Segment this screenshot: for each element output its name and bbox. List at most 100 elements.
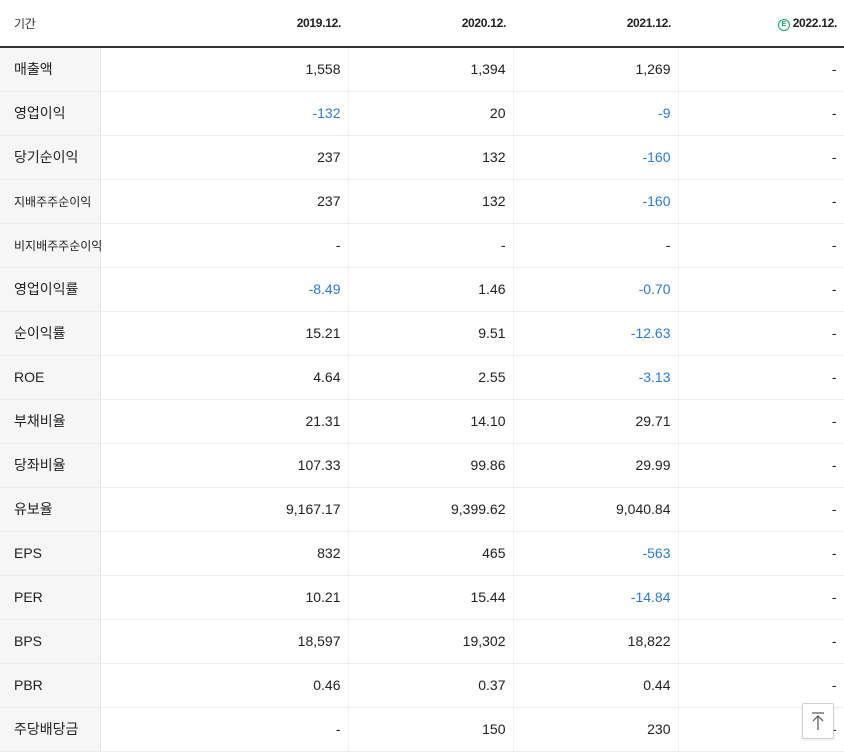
row-label: 유보율: [0, 487, 101, 532]
row-label: EPS: [0, 530, 101, 576]
table-row: BPS 18,597 19,302 18,822 -: [0, 619, 844, 664]
table-cell: 107.33: [100, 443, 349, 488]
row-label: 영업이익: [0, 91, 101, 136]
table-row: 비지배주주순이익 - - - -: [0, 223, 844, 268]
table-cell: 2.55: [348, 355, 514, 400]
table-cell: 4.64: [100, 355, 349, 400]
table-cell: 132: [348, 135, 514, 180]
column-header-2019: 2019.12.: [100, 0, 348, 48]
table-cell: 0.37: [348, 663, 514, 708]
table-cell: 14.10: [348, 398, 514, 444]
table-cell: 237: [100, 179, 349, 224]
table-row: 영업이익 -132 20 -9 -: [0, 91, 844, 136]
table-cell: -160: [513, 135, 679, 180]
table-cell: -: [678, 223, 844, 268]
row-label: 부채비율: [0, 398, 101, 444]
table-cell: 1,269: [513, 47, 679, 92]
table-row: PER 10.21 15.44 -14.84 -: [0, 575, 844, 620]
table-cell: 9,167.17: [100, 487, 349, 532]
table-cell: -: [513, 223, 679, 268]
table-cell: 132: [348, 179, 514, 224]
table-cell: 18,597: [100, 619, 349, 664]
row-label: BPS: [0, 619, 101, 664]
column-header-2021: 2021.12.: [513, 0, 678, 48]
table-cell: -: [678, 487, 844, 532]
table-cell: 9,399.62: [348, 487, 514, 532]
table-cell: 0.46: [100, 663, 349, 708]
table-cell: -0.70: [513, 266, 679, 312]
table-cell: 20: [348, 91, 514, 136]
table-cell: 9,040.84: [513, 487, 679, 532]
table-cell: -: [678, 443, 844, 488]
row-label: PBR: [0, 663, 101, 708]
table-cell: 0.44: [513, 663, 679, 708]
row-label: 순이익률: [0, 311, 101, 356]
table-cell: -: [678, 355, 844, 400]
table-cell: 29.71: [513, 398, 679, 444]
estimate-icon: E: [777, 18, 790, 31]
table-row: 당기순이익 237 132 -160 -: [0, 135, 844, 180]
table-cell: -8.49: [100, 266, 349, 312]
table-cell: 9.51: [348, 311, 514, 356]
table-cell: -: [100, 706, 349, 752]
table-cell: -563: [513, 530, 679, 576]
table-cell: 237: [100, 135, 349, 180]
table-cell: 230: [513, 706, 679, 752]
table-row: 주당배당금 - 150 230 -: [0, 706, 844, 752]
row-label: 지배주주순이익: [0, 179, 101, 224]
table-cell: -: [678, 398, 844, 444]
table-cell: 99.86: [348, 443, 514, 488]
table-cell: 1,394: [348, 47, 514, 92]
row-label: 매출액: [0, 47, 101, 92]
table-cell: 465: [348, 530, 514, 576]
row-label: ROE: [0, 355, 101, 400]
table-cell: -: [678, 311, 844, 356]
table-cell: 1.46: [348, 266, 514, 312]
column-header-2020: 2020.12.: [348, 0, 513, 48]
row-label: 당기순이익: [0, 135, 101, 180]
table-row: 순이익률 15.21 9.51 -12.63 -: [0, 311, 844, 356]
table-row: ROE 4.64 2.55 -3.13 -: [0, 355, 844, 400]
table-cell: -: [678, 663, 844, 708]
table-cell: -14.84: [513, 575, 679, 620]
table-row: 부채비율 21.31 14.10 29.71 -: [0, 398, 844, 444]
table-cell: -: [678, 135, 844, 180]
table-cell: 15.44: [348, 575, 514, 620]
table-cell: -: [678, 530, 844, 576]
table-row: 당좌비율 107.33 99.86 29.99 -: [0, 443, 844, 488]
table-cell: 29.99: [513, 443, 679, 488]
table-cell: 10.21: [100, 575, 349, 620]
table-header-row: 기간 2019.12. 2020.12. 2021.12. E 2022.12.: [0, 0, 844, 48]
table-row: 영업이익률 -8.49 1.46 -0.70 -: [0, 266, 844, 312]
table-cell: 15.21: [100, 311, 349, 356]
row-label: 주당배당금: [0, 706, 101, 752]
table-cell: -: [678, 575, 844, 620]
row-label: 당좌비율: [0, 443, 101, 488]
table-cell: -: [678, 179, 844, 224]
table-cell: -: [348, 223, 514, 268]
table-cell: 832: [100, 530, 349, 576]
column-header-2022-label: 2022.12.: [792, 15, 838, 30]
table-cell: -12.63: [513, 311, 679, 356]
table-cell: 19,302: [348, 619, 514, 664]
table-cell: -: [678, 47, 844, 92]
arrow-up-to-top-icon: [812, 712, 824, 730]
table-cell: -: [678, 266, 844, 312]
table-cell: -9: [513, 91, 679, 136]
table-row: EPS 832 465 -563 -: [0, 530, 844, 576]
table-cell: -132: [100, 91, 349, 136]
period-header: 기간: [0, 0, 100, 48]
column-header-2022: E 2022.12.: [678, 0, 844, 48]
scroll-to-top-button[interactable]: [802, 703, 834, 739]
table-row: PBR 0.46 0.37 0.44 -: [0, 663, 844, 708]
table-cell: -: [678, 619, 844, 664]
table-cell: 150: [348, 706, 514, 752]
table-cell: 1,558: [100, 47, 349, 92]
table-cell: 18,822: [513, 619, 679, 664]
table-row: 지배주주순이익 237 132 -160 -: [0, 179, 844, 224]
row-label: 영업이익률: [0, 266, 101, 312]
table-cell: -: [100, 223, 349, 268]
table-cell: -160: [513, 179, 679, 224]
